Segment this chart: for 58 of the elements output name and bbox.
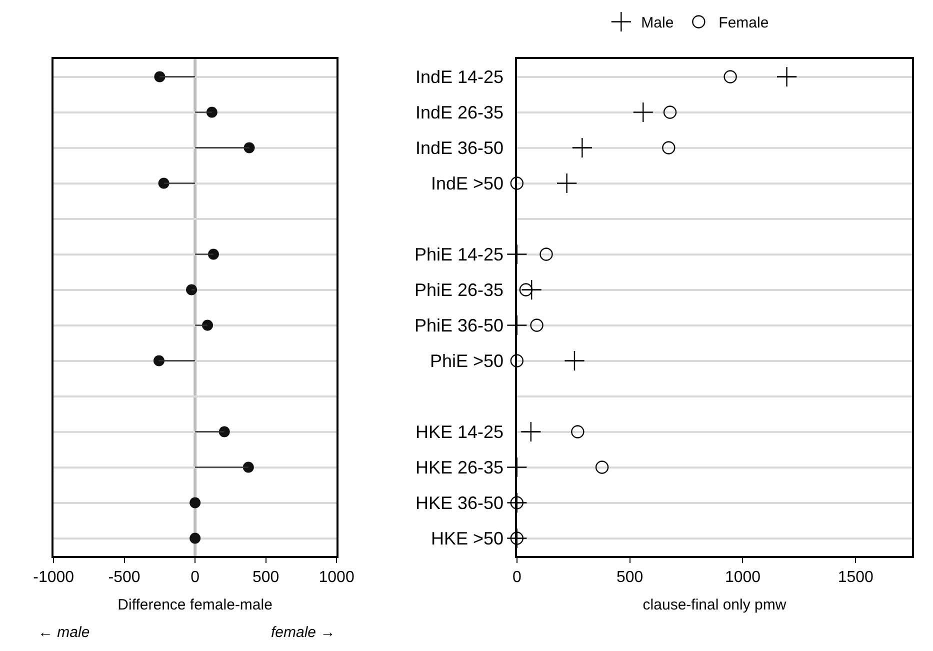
y-tick-label: HKE 26-35: [415, 458, 504, 478]
point: [242, 462, 254, 473]
point: [153, 355, 164, 366]
y-tick-label: IndE 36-50: [415, 138, 504, 158]
point: [154, 71, 166, 82]
point: [158, 178, 170, 189]
x-tick-label: 0: [190, 568, 200, 586]
y-tick-label: HKE >50: [431, 528, 504, 549]
point: [776, 66, 798, 88]
y-tick-label: PhiE 26-35: [414, 280, 504, 300]
y-tick-label: PhiE >50: [430, 351, 504, 372]
x-tick-label: 0: [512, 568, 522, 586]
point: [519, 283, 533, 296]
point: [663, 106, 677, 119]
point: [510, 532, 524, 545]
y-tick-label: HKE 14-25: [415, 422, 504, 442]
text: ← male: [38, 624, 90, 641]
point: [510, 176, 524, 190]
point: [244, 142, 255, 154]
x-axis-title: Difference female-male: [118, 596, 272, 614]
point: [632, 102, 654, 123]
x-tick-label: 1000: [724, 568, 761, 586]
y-tick-label: IndE 26-35: [415, 102, 504, 123]
point: [186, 284, 198, 296]
y-tick-label: PhiE 36-50: [414, 316, 504, 336]
point: [218, 426, 230, 438]
legend-label: Female: [718, 14, 769, 32]
point: [595, 460, 609, 474]
point: [190, 497, 201, 508]
point: [564, 350, 585, 372]
point: [190, 532, 201, 544]
point: [571, 425, 584, 438]
legend-label: Male: [641, 14, 674, 32]
point: [540, 248, 553, 261]
point: [530, 318, 544, 332]
y-tick-label: HKE 36-50: [415, 493, 504, 514]
point: [521, 279, 542, 300]
y-tick-label: IndE >50: [430, 174, 504, 194]
point: [202, 320, 214, 331]
point: [510, 496, 524, 510]
point: [520, 421, 542, 442]
point: [662, 141, 676, 154]
x-tick-label: 1000: [318, 568, 354, 586]
y-tick-label: IndE 14-25: [415, 67, 504, 88]
x-tick-label: 500: [252, 568, 280, 586]
point: [208, 248, 219, 260]
point: [556, 172, 578, 194]
point: [510, 354, 524, 368]
point: [724, 70, 737, 84]
point: [206, 106, 218, 118]
point: [572, 137, 593, 158]
x-tick-label: 1500: [838, 568, 874, 586]
x-tick-label: -1000: [33, 568, 74, 586]
y-tick-label: PhiE 14-25: [414, 244, 504, 265]
x-axis-title: clause-final only pmw: [642, 596, 786, 614]
x-tick-label: 500: [616, 568, 644, 586]
text: female →: [271, 624, 336, 641]
x-tick-label: -500: [108, 568, 140, 586]
